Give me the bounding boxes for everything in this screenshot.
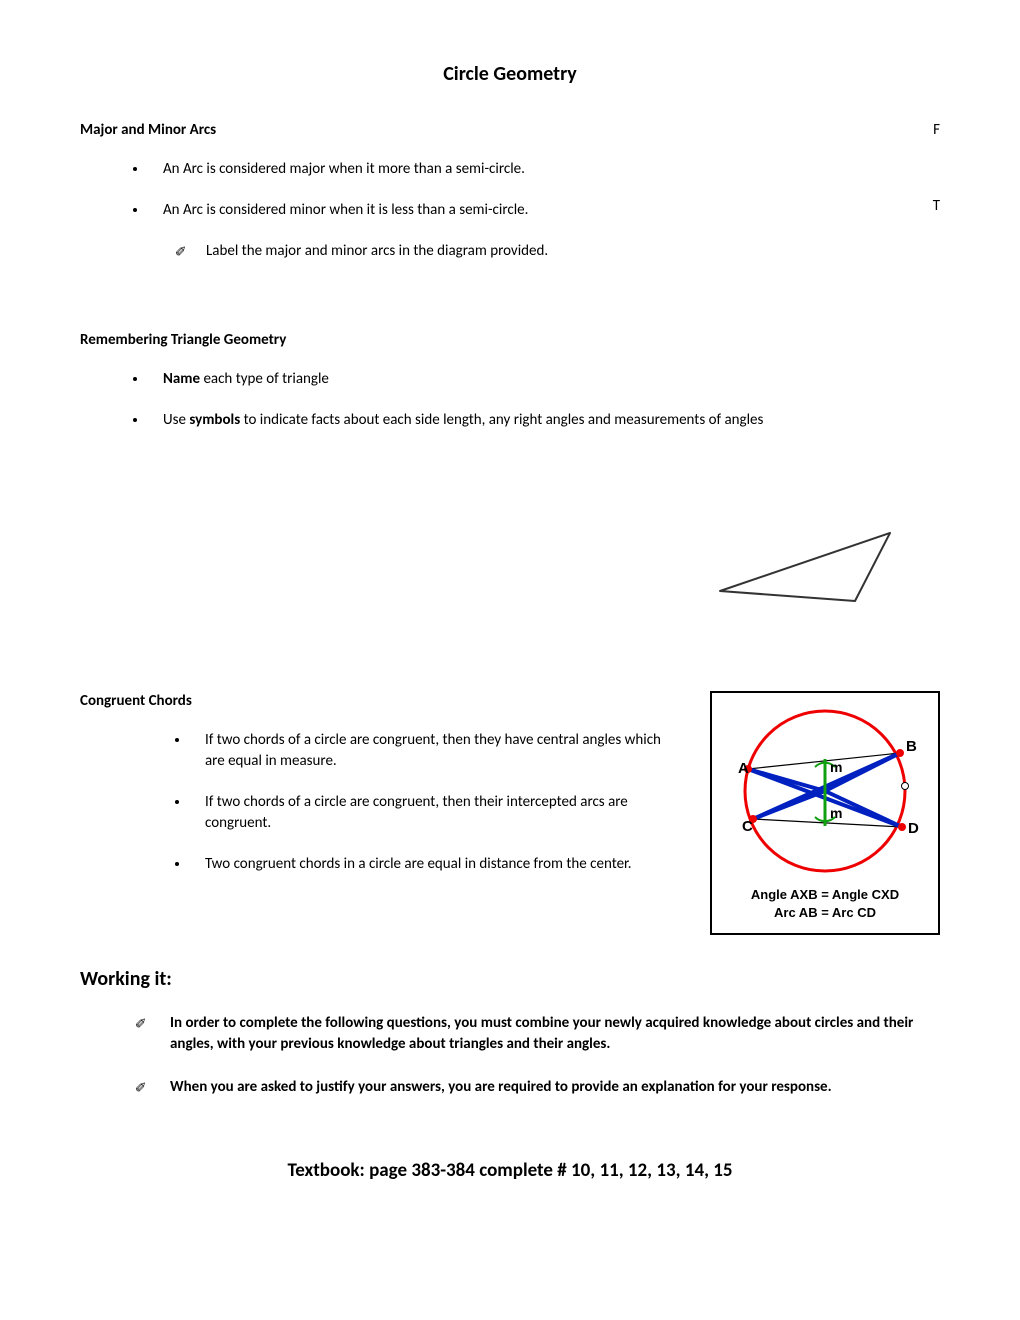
label-b: B [906, 738, 917, 755]
letter-t: T [933, 196, 940, 217]
bullet-item: An Arc is considered minor when it is le… [148, 200, 940, 221]
chords-text-col: Congruent Chords If two chords of a circ… [80, 691, 680, 895]
chords-diagram-box: A B C D m m Angle AXB = Angle CXD Arc AB… [710, 691, 940, 935]
text: each type of triangle [200, 370, 329, 388]
working-header: Working it: [80, 965, 940, 993]
diagram-caption-2: Arc AB = Arc CD [720, 904, 930, 922]
triangle-diagram [710, 521, 900, 616]
arrow-item: Label the major and minor arcs in the di… [178, 241, 940, 262]
section1-header-row: Major and Minor Arcs F [80, 120, 940, 159]
section1-arrow-list: Label the major and minor arcs in the di… [80, 241, 940, 262]
label-c: C [742, 818, 753, 835]
text: to indicate facts about each side length… [240, 411, 763, 429]
chords-svg: A B C D m m [720, 701, 930, 881]
bullet-item: Name each type of triangle [148, 369, 940, 390]
section2-bullets: Name each type of triangle Use symbols t… [80, 369, 940, 431]
section3-bullets: If two chords of a circle are congruent,… [80, 730, 680, 875]
section1-header: Major and Minor Arcs [80, 120, 216, 141]
bullet-item: Two congruent chords in a circle are equ… [190, 854, 680, 875]
arrow-item: When you are asked to justify your answe… [138, 1077, 940, 1098]
bold-word: Name [163, 370, 200, 388]
section3-header: Congruent Chords [80, 691, 680, 712]
label-m2: m [830, 805, 842, 821]
section2-header: Remembering Triangle Geometry [80, 330, 940, 351]
text: Use [163, 411, 189, 429]
section1-bullets: An Arc is considered major when it more … [80, 159, 940, 221]
textbook-line: Textbook: page 383-384 complete # 10, 11… [80, 1158, 940, 1185]
bold-word: symbols [189, 411, 240, 429]
label-d: D [908, 820, 919, 837]
label-a: A [738, 760, 749, 777]
page-title: Circle Geometry [80, 60, 940, 88]
bullet-item: An Arc is considered major when it more … [148, 159, 940, 180]
working-arrows: In order to complete the following quest… [80, 1013, 940, 1098]
bullet-item: If two chords of a circle are congruent,… [190, 792, 680, 834]
label-m1: m [830, 759, 842, 775]
letter-f: F [933, 120, 940, 141]
bullet-item: Use symbols to indicate facts about each… [148, 410, 940, 431]
arrow-item: In order to complete the following quest… [138, 1013, 940, 1055]
diagram-caption-1: Angle AXB = Angle CXD [720, 886, 930, 904]
chords-row: Congruent Chords If two chords of a circ… [80, 691, 940, 935]
bullet-item: If two chords of a circle are congruent,… [190, 730, 680, 772]
